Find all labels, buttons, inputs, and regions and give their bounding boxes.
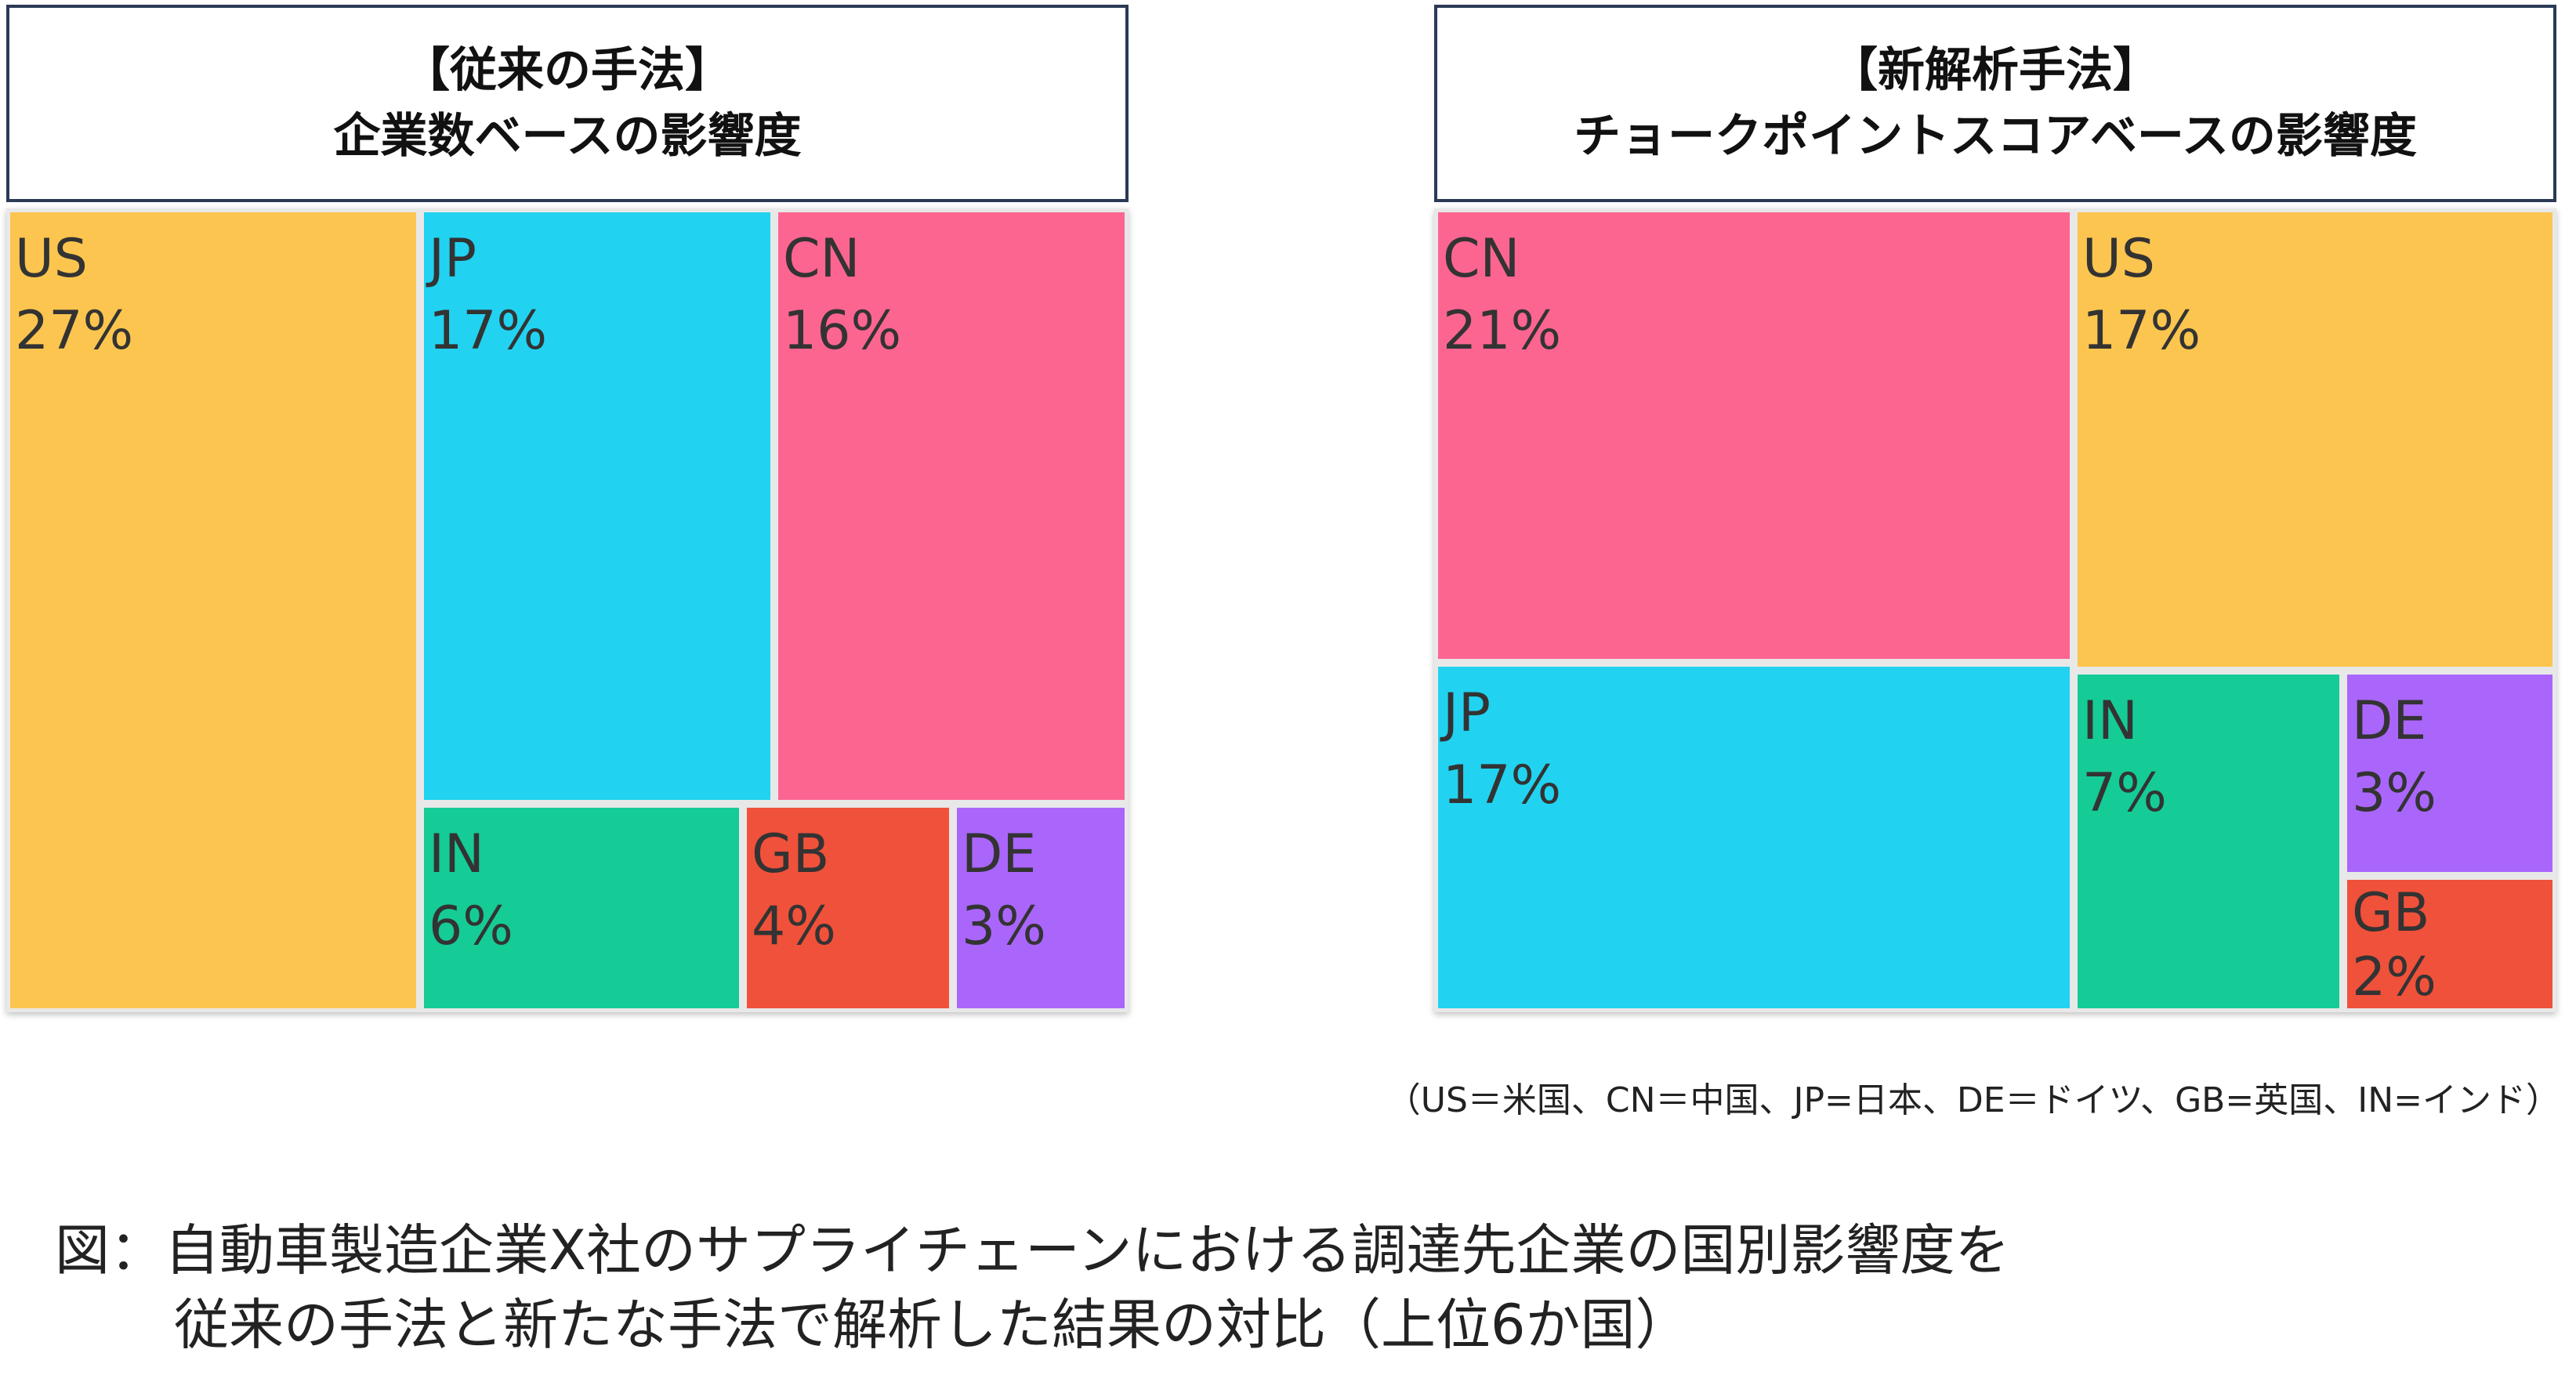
tile-de: DE 3% xyxy=(2343,671,2556,876)
tile-label: GB 4% xyxy=(752,823,836,957)
tile-label: US 27% xyxy=(15,228,134,362)
tile-label: IN 7% xyxy=(2082,690,2167,824)
tile-label: CN 21% xyxy=(1443,228,1562,362)
tile-cn: CN 16% xyxy=(774,208,1129,804)
tile-in: IN 6% xyxy=(420,804,743,1012)
country-code-legend: （US＝米国、CN＝中国、JP=日本、DE＝ドイツ、GB=英国、IN=インド） xyxy=(1386,1080,2560,1120)
panel-title-conventional: 【従来の手法】 企業数ベースの影響度 xyxy=(6,5,1129,202)
tile-label: IN 6% xyxy=(429,823,513,957)
tile-us: US 27% xyxy=(6,208,420,1012)
tile-de: DE 3% xyxy=(953,804,1129,1012)
panel-title-line2: 企業数ベースの影響度 xyxy=(333,109,802,164)
tile-label: DE 3% xyxy=(2352,690,2437,824)
panel-title-line1: 【新解析手法】 xyxy=(1831,43,2160,98)
tile-label: JP 17% xyxy=(1443,682,1562,816)
tile-label: JP 17% xyxy=(429,228,548,362)
tile-in: IN 7% xyxy=(2074,671,2343,1012)
tile-label: GB 2% xyxy=(2352,882,2437,1008)
figure-caption-line1: 図：自動車製造企業X社のサプライチェーンにおける調達先企業の国別影響度を xyxy=(55,1218,2010,1283)
figure-caption-line2: 従来の手法と新たな手法で解析した結果の対比（上位6か国） xyxy=(174,1293,1690,1357)
panel-title-new: 【新解析手法】 チョークポイントスコアベースの影響度 xyxy=(1434,5,2556,202)
treemap-new: CN 21% US 17% JP 17% IN 7% DE 3% GB 2% xyxy=(1434,208,2556,1012)
tile-label: DE 3% xyxy=(962,823,1046,957)
treemap-conventional: US 27% JP 17% CN 16% IN 6% GB 4% DE 3% xyxy=(6,208,1129,1012)
tile-cn: CN 21% xyxy=(1434,208,2074,663)
panel-title-line1: 【従来の手法】 xyxy=(403,43,732,98)
tile-us: US 17% xyxy=(2074,208,2556,671)
tile-gb: GB 2% xyxy=(2343,876,2556,1012)
panel-title-line2: チョークポイントスコアベースの影響度 xyxy=(1574,109,2417,164)
tile-label: US 17% xyxy=(2082,228,2201,362)
tile-jp: JP 17% xyxy=(1434,663,2074,1012)
tile-gb: GB 4% xyxy=(743,804,953,1012)
tile-label: CN 16% xyxy=(783,228,902,362)
tile-jp: JP 17% xyxy=(420,208,774,804)
